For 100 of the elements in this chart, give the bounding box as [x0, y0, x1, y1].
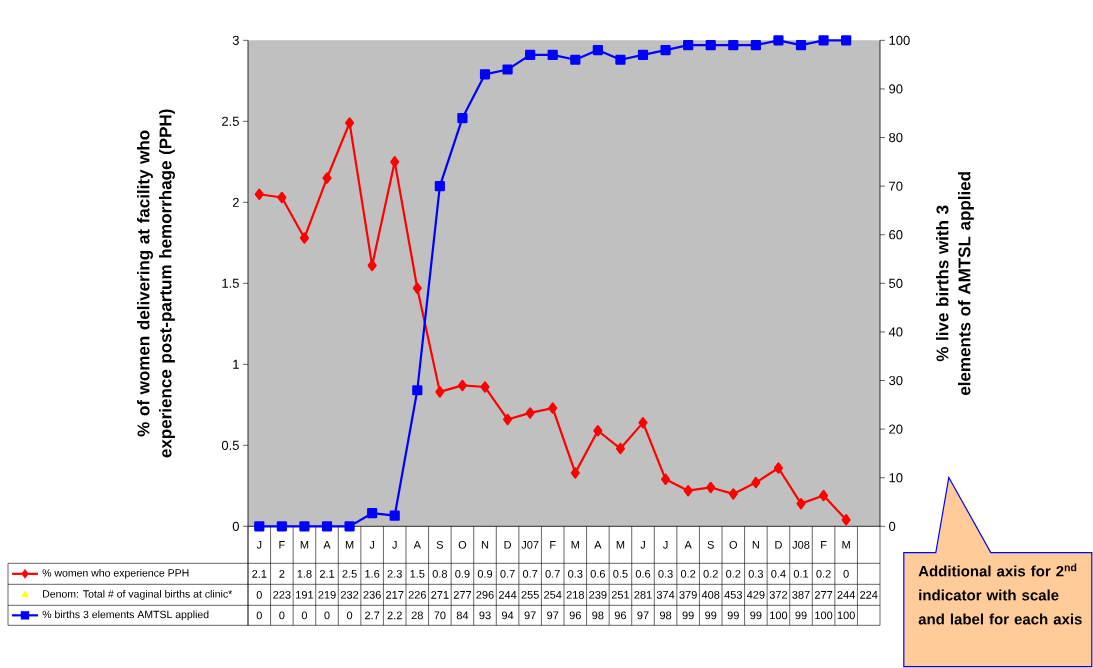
- x-tick-label: M: [842, 540, 850, 549]
- data-label: 0: [843, 569, 849, 578]
- point: [503, 413, 513, 425]
- data-label: 1.5: [410, 569, 425, 578]
- data-label: 2.1: [319, 569, 335, 578]
- y-tick-label: 0: [232, 521, 239, 531]
- data-label: 0: [279, 611, 285, 620]
- point: [344, 521, 355, 532]
- point: [773, 35, 784, 46]
- text: 372: [769, 590, 788, 599]
- point: [435, 386, 445, 398]
- data-label: 84: [456, 611, 469, 620]
- data-label: 0: [346, 611, 353, 620]
- data-label: 2.1: [252, 569, 267, 578]
- x-tick-label: A: [684, 540, 692, 549]
- data-label: 0.3: [748, 569, 764, 578]
- data-label: 1.6: [365, 569, 380, 578]
- point: [841, 35, 852, 46]
- point: [457, 379, 467, 391]
- data-label: 1.8: [297, 569, 312, 578]
- y-axis-title: % of women delivering at facility who experience post-partum hemorrhage (PPH): [137, 109, 175, 458]
- data-label: 2.5: [342, 569, 357, 578]
- data-label: 0.8: [432, 569, 448, 578]
- x-tick-label: J: [392, 540, 397, 549]
- x-tick-label: S: [707, 540, 714, 549]
- y2-tick-label: 90: [889, 84, 903, 94]
- data-label: 2.7: [365, 611, 380, 620]
- x-tick-label: J: [640, 540, 645, 549]
- text: 271: [431, 590, 449, 599]
- data-label: 100: [837, 611, 855, 620]
- y2-tick-label: 10: [889, 472, 903, 483]
- point: [705, 39, 716, 51]
- data-label: 0.2: [816, 569, 831, 578]
- x-tick-label: D: [504, 540, 512, 549]
- data-label: 2.2: [387, 611, 402, 620]
- point: [706, 481, 716, 493]
- data-label: 0: [324, 611, 330, 620]
- data-label: 2.3: [387, 569, 402, 578]
- data-label: 96: [614, 611, 627, 620]
- point: [750, 39, 761, 51]
- x-tick-label: J: [663, 540, 668, 549]
- y2-axis-title: % live births with 3 elements of AMTSL applied: [936, 171, 974, 395]
- point: [548, 402, 558, 414]
- text: Additional axis for 2$^{nd}$ indicator with scale and label for each axis: [918, 563, 1082, 625]
- y-tick-label: 2.5: [222, 116, 239, 126]
- data-label: 0.2: [726, 569, 741, 578]
- point: [795, 39, 807, 51]
- x-tick-label: F: [821, 540, 827, 549]
- x-tick-label: O: [458, 540, 467, 549]
- text: 236: [363, 590, 381, 599]
- data-label: 0.4: [771, 569, 786, 578]
- data-label: 0: [301, 611, 308, 620]
- point: [593, 424, 603, 437]
- point: [390, 155, 400, 168]
- point: [592, 44, 603, 55]
- x-tick-label: S: [436, 540, 444, 549]
- y2-tick-label: 30: [889, 375, 903, 385]
- text: 226: [408, 590, 426, 599]
- point: [615, 54, 626, 65]
- text: 232: [340, 590, 359, 599]
- x-tick-label: J: [256, 540, 262, 549]
- point: [412, 282, 422, 294]
- point: [502, 64, 513, 75]
- y2-tick-label: 60: [889, 229, 903, 240]
- point: [276, 521, 287, 532]
- y-tick-label: 1.5: [222, 278, 239, 288]
- data-label: 97: [547, 611, 559, 620]
- data-label: 0.3: [568, 569, 583, 578]
- text: 217: [386, 590, 404, 599]
- x-tick-label: M: [571, 540, 579, 549]
- text: 387: [792, 590, 810, 599]
- y-tick-label: 2: [232, 197, 239, 207]
- data-label: 97: [524, 611, 536, 620]
- point: [480, 381, 490, 393]
- y2-tick-label: 40: [888, 327, 903, 337]
- x-tick-label: F: [279, 540, 285, 549]
- data-label: 99: [727, 611, 739, 620]
- point: [773, 462, 783, 474]
- legend-label: % births 3 elements AMTSL applied: [42, 610, 209, 621]
- text: 374: [656, 590, 675, 599]
- y2-tick-label: 100: [889, 35, 910, 45]
- text: 239: [589, 590, 607, 599]
- point: [367, 507, 378, 519]
- data-label: 99: [795, 611, 807, 620]
- y-tick-label: 0.5: [221, 440, 239, 450]
- text: 277: [453, 590, 472, 599]
- point: [660, 44, 671, 55]
- point: [728, 39, 739, 51]
- data-label: 0.7: [500, 569, 515, 578]
- point: [345, 117, 355, 129]
- point: [254, 521, 265, 532]
- point: [412, 384, 423, 396]
- point: [322, 172, 332, 184]
- data-label: 0.2: [703, 569, 718, 578]
- point: [457, 112, 468, 124]
- text: 244: [837, 590, 855, 599]
- legend-label: % women who experience PPH: [42, 568, 189, 579]
- point: [434, 180, 445, 192]
- data-label: 98: [592, 611, 604, 620]
- text: 379: [679, 590, 697, 599]
